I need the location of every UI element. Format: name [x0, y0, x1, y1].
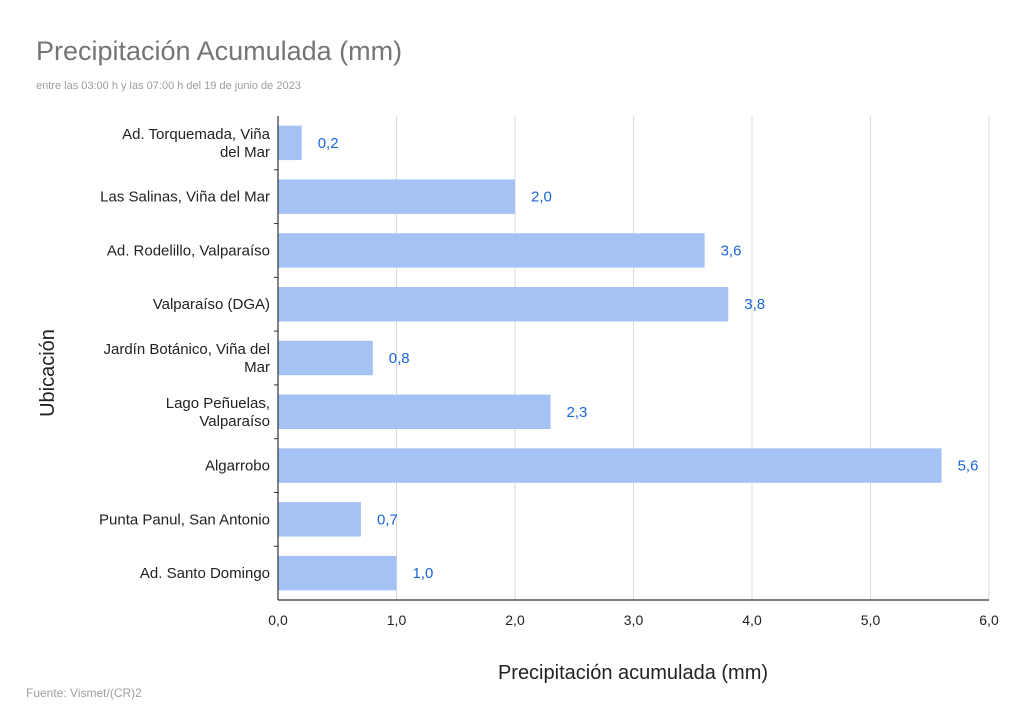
bars — [278, 125, 942, 591]
data-label: 2,3 — [567, 404, 588, 421]
data-label: 0,8 — [389, 350, 410, 367]
data-label: 5,6 — [958, 458, 979, 475]
y-axis-title: Ubicación — [37, 329, 59, 417]
category-label: Algarrobo — [205, 458, 270, 475]
chart-title: Precipitación Acumulada (mm) — [36, 36, 403, 66]
category-label: Las Salinas, Viña del Mar — [100, 189, 270, 206]
x-tick-label: 5,0 — [861, 612, 881, 628]
bar — [278, 125, 302, 161]
category-label: Ad. Rodelillo, Valparaíso — [107, 242, 270, 259]
bar — [278, 340, 373, 376]
bar — [278, 502, 361, 537]
gridlines — [396, 116, 990, 600]
x-tick-label: 4,0 — [742, 612, 762, 628]
bar — [278, 233, 705, 268]
x-tick-label: 3,0 — [624, 612, 644, 628]
data-label: 3,6 — [721, 242, 742, 259]
x-tick-label: 6,0 — [979, 612, 999, 628]
category-label: Valparaíso (DGA) — [153, 296, 270, 313]
x-tick-label: 2,0 — [505, 612, 525, 628]
x-tick-label: 1,0 — [387, 612, 407, 628]
data-label: 2,0 — [531, 189, 552, 206]
data-label: 3,8 — [744, 296, 765, 313]
chart-subtitle: entre las 03:00 h y las 07:00 h del 19 d… — [36, 80, 301, 92]
data-label: 0,2 — [318, 135, 339, 152]
bar — [278, 287, 729, 322]
category-label: Lago Peñuelas, Valparaíso — [166, 395, 270, 430]
data-label: 0,7 — [377, 511, 398, 528]
x-tick-label: 0,0 — [268, 612, 288, 628]
source-note: Fuente: Vismet/(CR)2 — [26, 686, 142, 700]
bar — [278, 394, 551, 429]
bar — [278, 448, 942, 483]
data-label: 1,0 — [413, 565, 434, 582]
bar — [278, 555, 397, 591]
category-label: Ad. Torquemada, Viña del Mar — [122, 126, 271, 161]
category-label: Jardín Botánico, Viña del Mar — [103, 341, 270, 376]
category-label: Punta Panul, San Antonio — [99, 511, 270, 528]
x-axis-title: Precipitación acumulada (mm) — [498, 662, 768, 684]
axes — [274, 116, 989, 601]
category-label: Ad. Santo Domingo — [140, 565, 270, 582]
bar — [278, 179, 515, 214]
labels: 0,0 1,0 2,0 3,0 4,0 5,0 6,0 0,2 Ad. Torquemada, … — [99, 126, 999, 628]
